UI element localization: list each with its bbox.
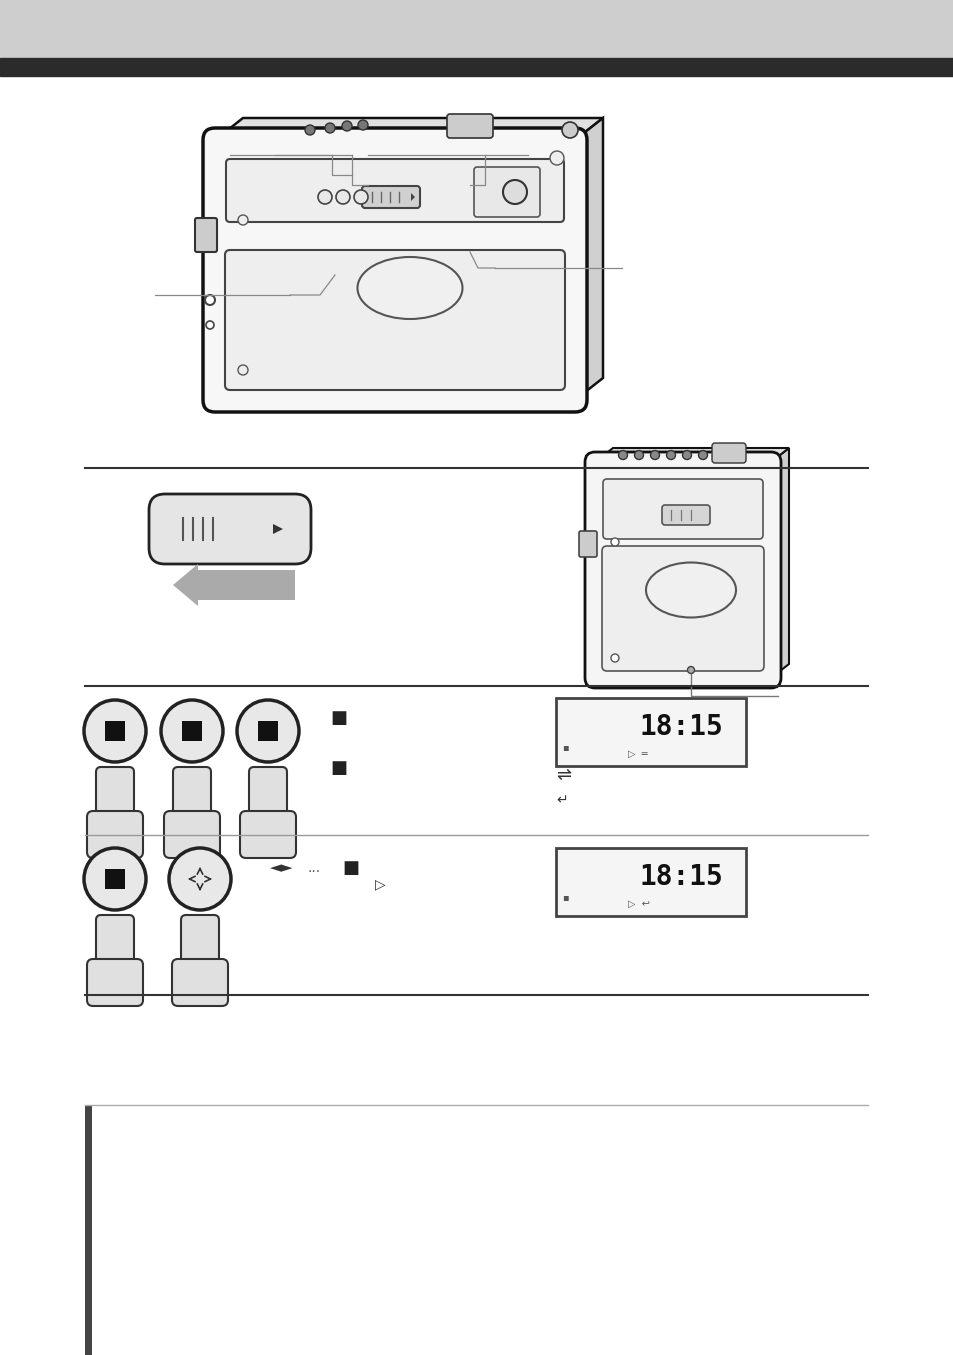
Circle shape	[687, 667, 694, 673]
Circle shape	[84, 701, 146, 762]
Circle shape	[205, 295, 214, 305]
Circle shape	[357, 121, 368, 130]
Bar	[198, 570, 294, 600]
Circle shape	[317, 190, 332, 205]
Bar	[105, 869, 125, 889]
Circle shape	[681, 450, 691, 459]
Circle shape	[618, 450, 627, 459]
Circle shape	[236, 701, 298, 762]
Circle shape	[237, 215, 248, 225]
FancyBboxPatch shape	[584, 453, 781, 688]
Bar	[85, 1104, 91, 1355]
Text: ▷  ═: ▷ ═	[627, 749, 647, 759]
FancyBboxPatch shape	[96, 767, 133, 818]
Circle shape	[161, 701, 223, 762]
FancyBboxPatch shape	[711, 443, 745, 463]
Polygon shape	[172, 564, 198, 606]
Polygon shape	[273, 524, 283, 534]
Circle shape	[610, 654, 618, 663]
Ellipse shape	[645, 562, 735, 618]
Bar	[556, 848, 745, 916]
FancyBboxPatch shape	[602, 480, 762, 539]
Circle shape	[610, 538, 618, 546]
Circle shape	[237, 364, 248, 375]
FancyBboxPatch shape	[87, 959, 143, 1005]
Circle shape	[502, 180, 526, 205]
Polygon shape	[770, 449, 788, 678]
FancyBboxPatch shape	[164, 812, 220, 858]
Bar	[182, 721, 202, 741]
Polygon shape	[411, 192, 415, 201]
Text: ...: ...	[308, 860, 321, 875]
Bar	[0, 58, 953, 76]
Circle shape	[305, 125, 314, 136]
Circle shape	[84, 848, 146, 911]
FancyBboxPatch shape	[96, 915, 133, 967]
Text: 18:15: 18:15	[639, 713, 722, 741]
FancyBboxPatch shape	[172, 959, 228, 1005]
Bar	[257, 721, 277, 741]
FancyBboxPatch shape	[203, 127, 586, 412]
FancyBboxPatch shape	[240, 812, 295, 858]
Text: ↵: ↵	[556, 793, 567, 808]
Circle shape	[561, 122, 578, 138]
FancyBboxPatch shape	[194, 218, 216, 252]
Text: ■: ■	[341, 859, 358, 877]
FancyBboxPatch shape	[87, 812, 143, 858]
Bar	[105, 721, 125, 741]
Text: ▷: ▷	[375, 877, 385, 892]
Text: 18:15: 18:15	[639, 863, 722, 890]
Polygon shape	[575, 118, 602, 400]
FancyBboxPatch shape	[172, 767, 211, 818]
Circle shape	[335, 190, 350, 205]
FancyBboxPatch shape	[249, 767, 287, 818]
Circle shape	[698, 450, 707, 459]
Text: ■: ■	[330, 709, 347, 728]
Text: ◄►: ◄►	[270, 860, 294, 875]
FancyBboxPatch shape	[181, 915, 219, 967]
Text: ▷  ↩: ▷ ↩	[627, 898, 649, 909]
FancyBboxPatch shape	[225, 251, 564, 390]
FancyBboxPatch shape	[361, 186, 419, 209]
Circle shape	[325, 123, 335, 133]
Polygon shape	[214, 118, 602, 140]
FancyBboxPatch shape	[661, 505, 709, 524]
FancyBboxPatch shape	[149, 495, 311, 564]
Circle shape	[650, 450, 659, 459]
Bar	[0, 0, 953, 58]
FancyBboxPatch shape	[226, 159, 563, 222]
Text: ⇌: ⇌	[556, 766, 571, 785]
Circle shape	[354, 190, 368, 205]
FancyBboxPatch shape	[447, 114, 493, 138]
FancyBboxPatch shape	[601, 546, 763, 671]
Polygon shape	[595, 449, 788, 462]
Circle shape	[206, 321, 213, 329]
Text: ▪: ▪	[561, 892, 568, 902]
FancyBboxPatch shape	[578, 531, 597, 557]
Text: ■: ■	[330, 759, 347, 776]
Circle shape	[341, 121, 352, 131]
Text: ▪: ▪	[561, 743, 568, 752]
Circle shape	[666, 450, 675, 459]
Circle shape	[634, 450, 643, 459]
Bar	[556, 698, 745, 766]
Circle shape	[550, 150, 563, 165]
FancyBboxPatch shape	[474, 167, 539, 217]
Circle shape	[169, 848, 231, 911]
Ellipse shape	[357, 257, 462, 318]
